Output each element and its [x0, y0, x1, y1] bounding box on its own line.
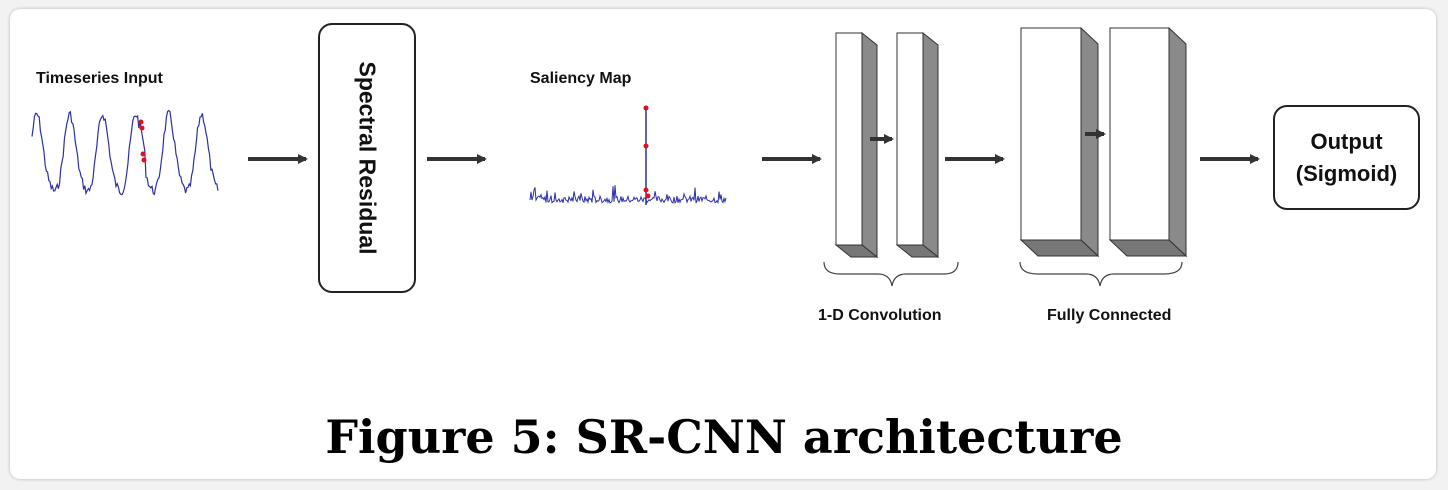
fc-brace [1019, 261, 1183, 287]
timeseries-waveform [31, 109, 219, 196]
fc-label: Fully Connected [1047, 307, 1172, 324]
spectral-residual-box: Spectral Residual [318, 23, 416, 293]
output-label: Output [1310, 128, 1383, 154]
conv-brace [823, 261, 959, 287]
saliency-waveform [529, 185, 727, 205]
saliency-map-label: Saliency Map [530, 70, 632, 87]
timeseries-anomaly-point-2 [139, 125, 145, 131]
figure-frame [10, 9, 1436, 479]
spectral-residual-label: Spectral Residual [354, 61, 381, 255]
conv-block-1 [834, 31, 879, 259]
timeseries-anomaly-point-3 [140, 151, 146, 157]
timeseries-anomaly-point-1 [138, 119, 144, 125]
saliency-anomaly-point-2 [643, 143, 649, 149]
output-activation-label: (Sigmoid) [1295, 160, 1398, 186]
fc-block-2 [1108, 26, 1188, 258]
timeseries-input-label: Timeseries Input [36, 70, 163, 87]
timeseries-anomaly-point-4 [141, 157, 147, 163]
figure-caption: Figure 5: SR-CNN architecture [325, 410, 1123, 464]
fc-block-1 [1019, 26, 1100, 258]
conv-label: 1-D Convolution [818, 307, 942, 324]
saliency-anomaly-point-1 [643, 105, 649, 111]
saliency-anomaly-point-3 [643, 187, 649, 193]
timeseries-anomaly-points [138, 119, 147, 163]
saliency-anomaly-point-4 [645, 193, 651, 199]
conv-block-2 [895, 31, 940, 259]
output-box: Output (Sigmoid) [1273, 105, 1420, 210]
